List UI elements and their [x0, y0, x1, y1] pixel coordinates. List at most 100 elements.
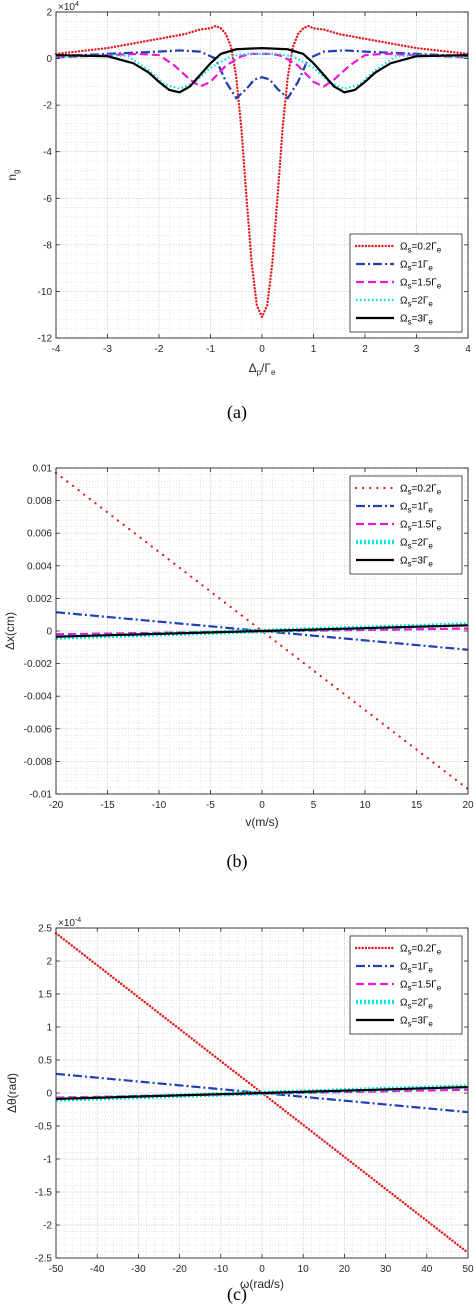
legend-label-0: Ωs=0.2Γe [400, 484, 442, 497]
y-axis-label: Δx(cm) [3, 612, 17, 650]
x-tick-label: -30 [131, 1264, 146, 1275]
y-tick-label: -0.002 [24, 659, 53, 670]
x-tick-label: 3 [414, 344, 420, 355]
x-tick-label: 10 [359, 800, 371, 811]
chart-panel-c: -50 -40 -30 -20 -10 0 10 20 30 40 50 2.5 2 1.5 1 0.5 0 -0… [5, 917, 474, 1305]
x-tick-label: 2 [362, 344, 368, 355]
legend-label-3: Ωs=2Γe [400, 296, 433, 309]
series-line-3 [55, 52, 469, 91]
x-tick-label: -10 [152, 800, 167, 811]
x-tick-label: 0 [259, 800, 265, 811]
x-tick-label: 40 [421, 1264, 433, 1275]
series-line-2 [55, 52, 469, 88]
x-axis-label: ω(rad/s) [240, 1277, 284, 1291]
x-tick-label: -40 [90, 1264, 105, 1275]
legend: Ωs=0.2Γe Ωs=1Γe Ωs=1.5Γe Ωs=2Γe Ωs=3Γe [349, 935, 463, 1035]
y-tick-label: 0.002 [27, 594, 52, 605]
y-tick-label: 2.5 [38, 924, 52, 935]
x-tick-label: 4 [465, 344, 471, 355]
x-tick-label: 50 [462, 1264, 474, 1275]
y-tick-label: -2 [43, 1221, 52, 1232]
y-tick-label: 2 [46, 957, 52, 968]
x-tick-label: 10 [298, 1264, 310, 1275]
series-line-4 [55, 1085, 469, 1101]
series-line-4 [55, 46, 469, 94]
y-tick-label: 1.5 [38, 990, 52, 1001]
series-line-4 [55, 624, 469, 638]
legend-label-4: Ωs=3Γe [400, 556, 433, 569]
y-axis-label: Δθ(rad) [5, 1073, 19, 1113]
x-tick-label: -4 [52, 344, 61, 355]
y-tick-label: 2 [46, 8, 52, 19]
legend: Ωs=0.2Γe Ωs=1Γe Ωs=1.5Γe Ωs=2Γe Ωs=3Γe [349, 233, 463, 333]
y-tick-label: 0.008 [27, 496, 52, 507]
legend-label-1: Ωs=1Γe [400, 260, 433, 273]
legend-label-0: Ωs=0.2Γe [400, 242, 442, 255]
y-tick-label: -1 [43, 1155, 52, 1166]
x-tick-label: 20 [462, 800, 474, 811]
y-tick-label: -2 [43, 101, 52, 112]
panel-caption: (b) [227, 851, 248, 872]
y-tick-label: -0.006 [24, 724, 53, 735]
legend-label-4: Ωs=3Γe [400, 1016, 433, 1029]
y-tick-label: -0.004 [24, 692, 53, 703]
y-tick-label: -6 [43, 194, 52, 205]
legend-label-2: Ωs=1.5Γe [400, 520, 442, 533]
legend-label-1: Ωs=1Γe [400, 502, 433, 515]
axis-multiplier: ×104 [58, 1, 79, 13]
series-line-1 [55, 49, 469, 100]
x-tick-label: -50 [49, 1264, 64, 1275]
y-tick-label: 0 [46, 54, 52, 65]
legend-label-4: Ωs=3Γe [400, 314, 433, 327]
x-tick-label: -3 [103, 344, 112, 355]
y-tick-label: 0 [46, 627, 52, 638]
y-tick-label: -0.01 [29, 790, 52, 801]
legend-label-3: Ωs=2Γe [400, 538, 433, 551]
x-tick-label: -20 [49, 800, 64, 811]
legend: Ωs=0.2Γe Ωs=1Γe Ωs=1.5Γe Ωs=2Γe Ωs=3Γe [349, 475, 463, 575]
legend-label-2: Ωs=1.5Γe [400, 980, 442, 993]
y-tick-label: 0.006 [27, 529, 52, 540]
y-tick-label: -0.5 [35, 1122, 53, 1133]
legend-label-1: Ωs=1Γe [400, 962, 433, 975]
x-tick-label: -15 [100, 800, 115, 811]
x-tick-label: 30 [380, 1264, 392, 1275]
x-tick-label: 0 [259, 1264, 265, 1275]
y-tick-label: 0.5 [38, 1056, 52, 1067]
x-tick-label: 1 [311, 344, 317, 355]
panel-caption: (a) [227, 402, 247, 423]
y-tick-label: -12 [38, 334, 53, 345]
x-tick-label: 15 [411, 800, 423, 811]
x-tick-label: 20 [339, 1264, 351, 1275]
y-tick-label: -8 [43, 240, 52, 251]
y-tick-label: -1.5 [35, 1188, 53, 1199]
x-tick-label: -10 [214, 1264, 229, 1275]
chart-panel-a: -4 -3 -2 -1 0 1 2 3 420-2-4-6-8-10-12×104Δp/Γeng… [5, 1, 471, 423]
y-tick-label: -10 [38, 287, 53, 298]
x-axis-label: v(m/s) [245, 815, 278, 829]
chart-panel-b: -20 -15 -10 -5 0 5 10 15 20 0.01 0.008 0.006 0.004 0.… [3, 464, 474, 873]
panel-caption: (c) [227, 1284, 247, 1305]
y-axis-label: ng [5, 169, 21, 180]
x-tick-label: -1 [206, 344, 215, 355]
y-tick-label: 1 [46, 1023, 52, 1034]
legend-label-3: Ωs=2Γe [400, 998, 433, 1011]
y-tick-label: -4 [43, 147, 52, 158]
x-tick-label: -20 [172, 1264, 187, 1275]
y-tick-label: 0.01 [33, 464, 53, 475]
y-tick-label: 0.004 [27, 561, 52, 572]
series-line-0 [54, 471, 470, 791]
y-tick-label: -2.5 [35, 1254, 53, 1265]
legend-label-0: Ωs=0.2Γe [400, 944, 442, 957]
y-tick-label: 0 [46, 1089, 52, 1100]
legend-label-2: Ωs=1.5Γe [400, 278, 442, 291]
axis-multiplier: ×10-4 [58, 917, 81, 929]
x-axis-label: Δp/Γe [249, 361, 276, 377]
x-tick-label: -2 [155, 344, 164, 355]
x-tick-label: 5 [311, 800, 317, 811]
x-tick-label: -5 [206, 800, 215, 811]
x-tick-label: 0 [259, 344, 265, 355]
series-line-0 [54, 24, 470, 321]
y-tick-label: -0.008 [24, 757, 53, 768]
